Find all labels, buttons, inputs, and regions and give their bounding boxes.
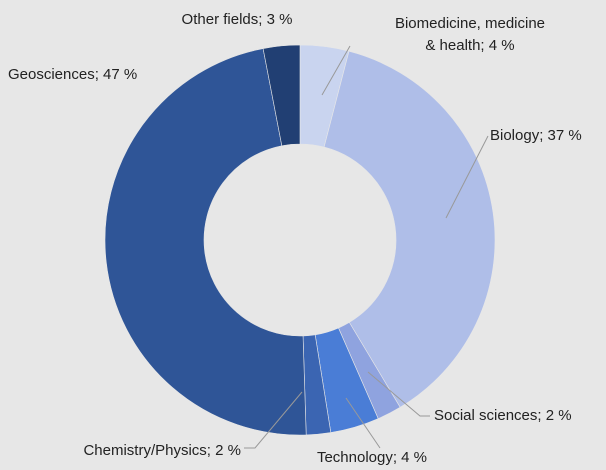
data-label: Social sciences; 2 % xyxy=(434,407,572,424)
data-label: Biology; 37 % xyxy=(490,127,582,144)
leader-lines xyxy=(244,45,489,449)
slice xyxy=(104,48,307,436)
data-label: & health; 4 % xyxy=(425,37,514,54)
slice xyxy=(323,50,496,408)
leader-line xyxy=(244,391,303,449)
data-label: Other fields; 3 % xyxy=(182,11,293,28)
data-label: Technology; 4 % xyxy=(317,449,427,466)
leader-line xyxy=(345,397,381,449)
slice xyxy=(262,44,301,147)
leader-line xyxy=(321,45,351,96)
labels: Biomedicine, medicine & health; 4 % Biol… xyxy=(8,11,582,466)
slices xyxy=(104,44,496,436)
leader-line xyxy=(367,371,430,417)
data-label: Chemistry/Physics; 2 % xyxy=(83,442,241,459)
leader-line xyxy=(445,135,489,219)
data-label: Geosciences; 47 % xyxy=(8,66,137,83)
data-label: Biomedicine, medicine xyxy=(395,15,545,32)
